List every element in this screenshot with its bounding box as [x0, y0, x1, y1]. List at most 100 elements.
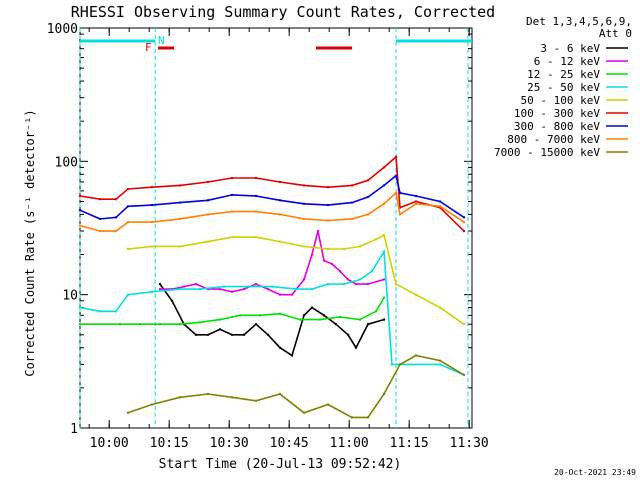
- series-point: [98, 197, 102, 201]
- series-point: [414, 202, 418, 206]
- series-point: [206, 240, 210, 243]
- series-point: [114, 197, 118, 201]
- series-point: [382, 166, 386, 169]
- series-point: [326, 219, 330, 222]
- series-point: [114, 229, 118, 233]
- series-point: [222, 285, 226, 288]
- series-point: [438, 306, 442, 309]
- series-point: [278, 199, 282, 202]
- legend-title-line1: Det 1,3,4,5,6,9,: [526, 15, 632, 28]
- series-lines: [78, 155, 466, 419]
- series-point: [414, 293, 418, 296]
- series-point: [366, 179, 370, 182]
- series-point: [298, 318, 302, 321]
- series-point: [366, 416, 370, 419]
- series-point: [382, 392, 386, 396]
- series-point: [302, 202, 306, 206]
- series-point: [150, 403, 154, 406]
- legend-label: 300 - 800 keV: [514, 120, 600, 133]
- series-point: [382, 202, 386, 206]
- series-point: [266, 333, 270, 337]
- flag-label-n: N: [158, 34, 165, 47]
- series-point: [310, 306, 314, 309]
- series-point: [182, 285, 186, 288]
- series-point: [346, 278, 350, 281]
- series-point: [178, 184, 182, 187]
- series-point: [126, 187, 130, 191]
- series-point: [178, 323, 182, 326]
- series-point: [238, 314, 242, 317]
- flag-label-f: F: [145, 41, 152, 54]
- series-point: [218, 318, 222, 321]
- series-line: [79, 191, 465, 232]
- x-tick-label: 10:30: [210, 436, 249, 451]
- chart-title: RHESSI Observing Summary Count Rates, Co…: [71, 3, 495, 21]
- footer-timestamp: 20-Oct-2021 23:49: [554, 468, 636, 477]
- series-point: [366, 323, 370, 326]
- series-point: [198, 321, 202, 324]
- series-point: [310, 287, 314, 291]
- x-tick-label: 10:15: [150, 436, 189, 451]
- series-point: [206, 392, 210, 396]
- series-point: [326, 403, 330, 406]
- series-point: [254, 176, 258, 180]
- y-tick-label: 10: [62, 289, 78, 304]
- series-point: [346, 333, 350, 337]
- series-point: [438, 359, 442, 362]
- series-point: [194, 333, 198, 337]
- series-point: [334, 323, 338, 326]
- series-point: [438, 200, 442, 203]
- series-point: [394, 174, 398, 177]
- series-point: [382, 233, 386, 237]
- series-line: [79, 249, 465, 376]
- series-point: [230, 333, 234, 337]
- legend-label: 3 - 6 keV: [540, 42, 600, 55]
- series-point: [278, 346, 282, 349]
- series-point: [266, 287, 270, 291]
- series-point: [302, 314, 306, 317]
- series-point: [230, 210, 234, 213]
- series-point: [414, 354, 418, 357]
- series-point: [318, 318, 322, 321]
- series-point: [350, 217, 354, 221]
- series-point: [254, 210, 258, 213]
- x-tick-label: 11:00: [330, 436, 369, 451]
- series-point: [150, 220, 154, 224]
- series-point: [326, 203, 330, 207]
- y-axis-label: Corrected Count Rate (s⁻¹ detector⁻¹): [23, 109, 37, 376]
- legend-label: 12 - 25 keV: [527, 68, 600, 81]
- legend-label: 50 - 100 keV: [521, 94, 601, 107]
- series-point: [242, 333, 246, 337]
- series-point: [242, 287, 246, 291]
- series-point: [230, 396, 234, 399]
- series-point: [150, 185, 154, 189]
- series-point: [254, 235, 258, 239]
- series-point: [316, 229, 320, 233]
- series-point: [78, 306, 82, 309]
- series-point: [326, 185, 330, 189]
- series-point: [78, 209, 82, 212]
- series-point: [382, 278, 386, 281]
- series-point: [198, 287, 202, 291]
- series-point: [178, 245, 182, 248]
- series-point: [382, 318, 386, 321]
- series-point: [278, 240, 282, 243]
- series-point: [358, 318, 362, 321]
- series-point: [462, 229, 466, 233]
- series-line: [127, 233, 465, 325]
- series-point: [310, 253, 314, 256]
- series-point: [350, 416, 354, 419]
- series-point: [126, 220, 130, 224]
- series-point: [290, 293, 294, 296]
- series-point: [158, 282, 162, 286]
- series-point: [230, 193, 234, 197]
- series-point: [438, 205, 442, 208]
- series-point: [78, 194, 82, 198]
- series-point: [278, 392, 282, 396]
- series-point: [126, 205, 130, 208]
- series-point: [394, 155, 398, 159]
- series-line: [159, 283, 385, 357]
- series-point: [366, 195, 370, 199]
- x-tick-label: 10:45: [270, 436, 309, 451]
- legend-title-line2: Att 0: [599, 27, 632, 40]
